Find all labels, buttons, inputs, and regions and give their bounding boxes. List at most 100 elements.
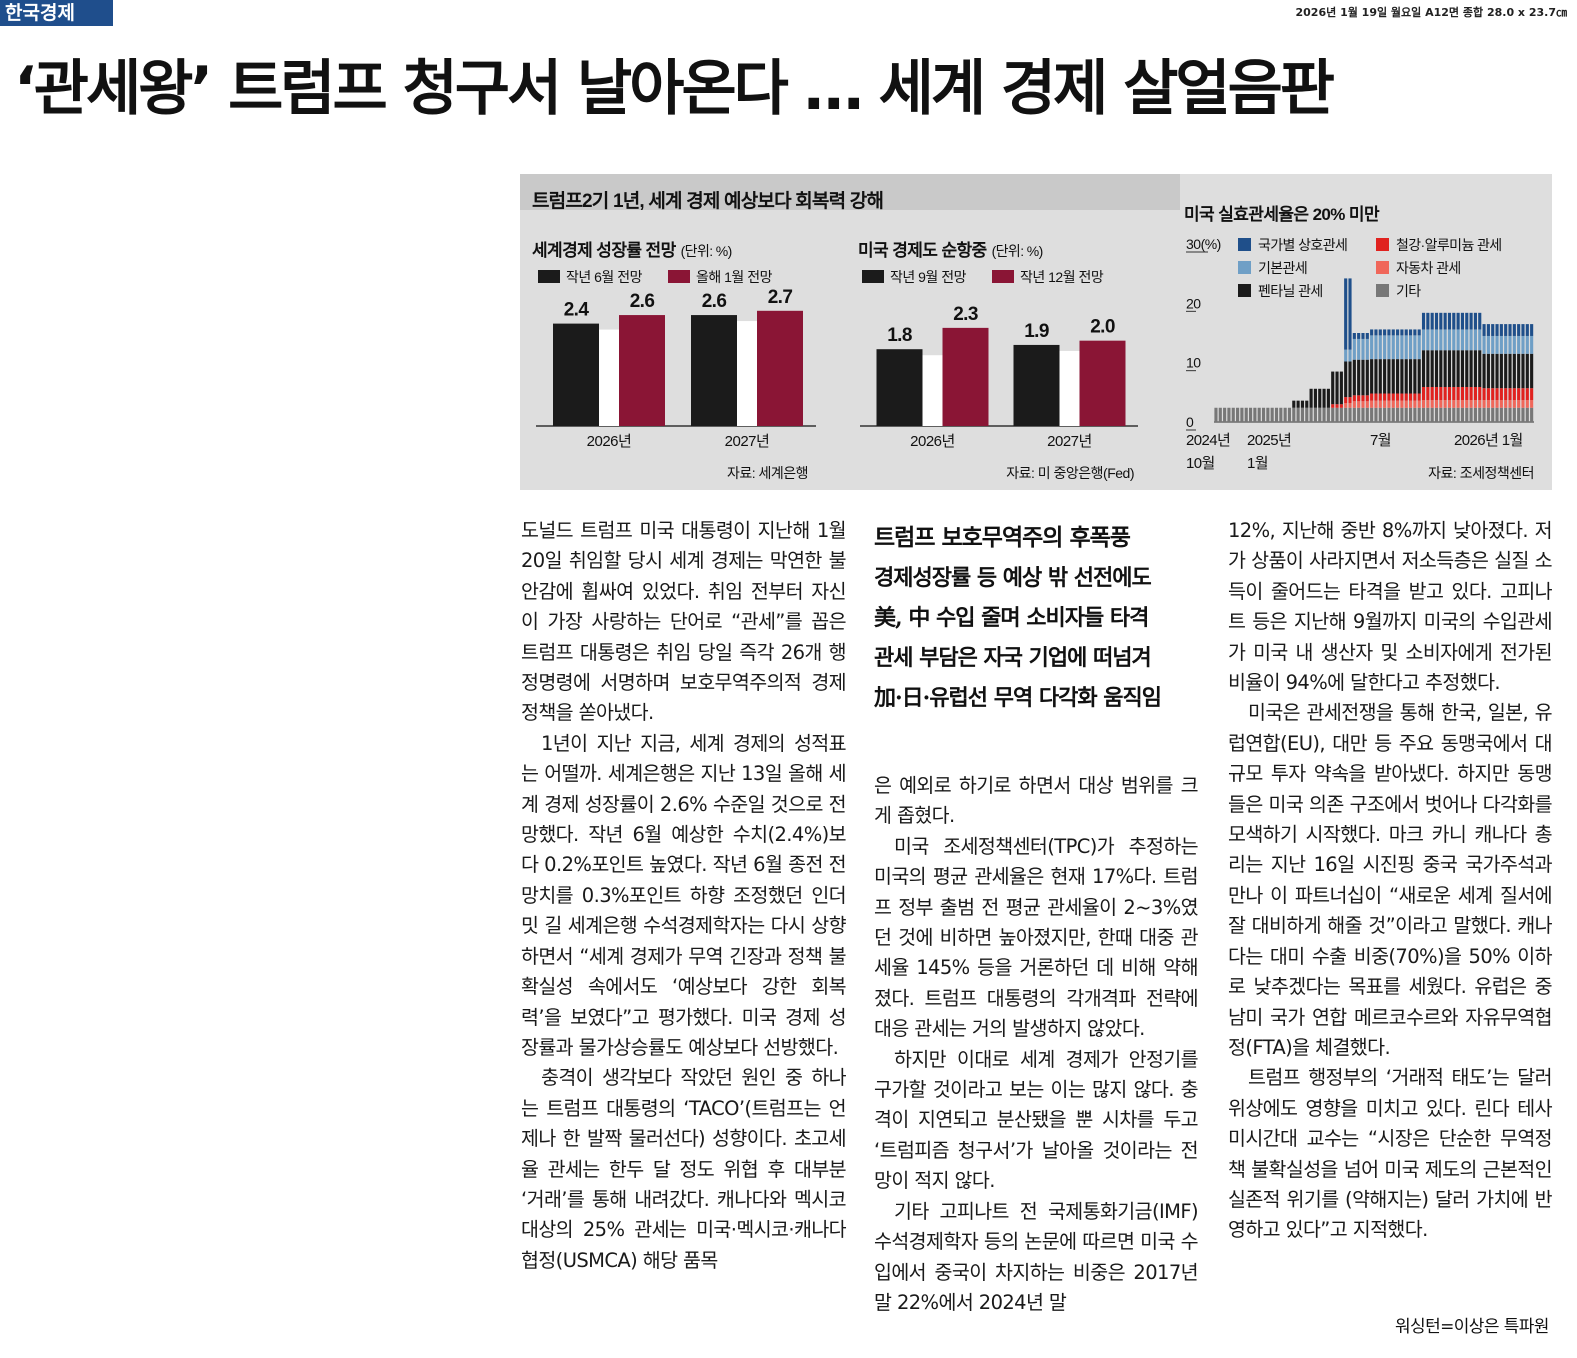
tariff-bar-segment	[1408, 329, 1413, 336]
tariff-bar-segment	[1396, 400, 1400, 408]
tariff-bar-segment	[1344, 403, 1348, 408]
tariff-bar-segment	[1486, 407, 1490, 422]
tariff-bar-segment	[1434, 350, 1439, 387]
tariff-bar-segment	[1374, 407, 1378, 422]
tariff-bar-segment	[1421, 312, 1426, 330]
world-bar	[757, 310, 803, 426]
tariff-bar-segment	[1318, 388, 1322, 408]
tariff-bar-segment	[1417, 329, 1421, 336]
tariff-bar-segment	[1313, 407, 1317, 422]
us-bar-gap	[922, 355, 943, 426]
tariff-bar-segment	[1391, 400, 1395, 408]
tariff-bar-segment	[1404, 359, 1408, 394]
tariff-bar-segment	[1357, 359, 1361, 396]
tariff-bar-segment	[1491, 324, 1495, 336]
tariff-bar-segment	[1279, 407, 1283, 422]
tariff-bar-segment	[1361, 407, 1365, 422]
byline: 워싱턴=이상은 특파원	[1395, 1317, 1549, 1337]
tariff-legend-label: 자동차 관세	[1396, 260, 1461, 276]
tariff-bar-segment	[1443, 329, 1447, 351]
tariff-bar-segment	[1331, 404, 1335, 408]
tariff-bar-segment	[1344, 361, 1348, 398]
tariff-bar-segment	[1396, 329, 1400, 336]
tariff-bar-segment	[1530, 353, 1534, 389]
us-data-label: 2.0	[1090, 317, 1115, 338]
tariff-bar-segment	[1365, 359, 1369, 396]
tariff-bar-segment	[1383, 335, 1387, 360]
tariff-legend-swatch	[1376, 284, 1389, 297]
tariff-bar-segment	[1387, 335, 1391, 360]
tariff-bar-segment	[1486, 353, 1490, 389]
tariff-bar-segment	[1508, 400, 1512, 408]
tariff-bar-segment	[1413, 400, 1417, 408]
tariff-bar-segment	[1361, 395, 1365, 402]
us-legend-label-1: 작년 9월 전망	[890, 269, 967, 285]
us-legend-swatch-2	[992, 270, 1014, 283]
tariff-bar-segment	[1469, 329, 1473, 351]
tariff-bar-segment	[1499, 400, 1503, 408]
tariff-bar-segment	[1456, 407, 1460, 422]
tariff-bar-segment	[1296, 407, 1300, 422]
tariff-bar-segment	[1443, 312, 1447, 330]
tariff-bar-segment	[1227, 407, 1231, 422]
tariff-bar-segment	[1482, 388, 1486, 401]
tariff-bar-segment	[1517, 388, 1521, 401]
tariff-bar-segment	[1292, 407, 1296, 422]
tariff-bar-segment	[1426, 350, 1430, 387]
tariff-bar-segment	[1482, 400, 1486, 408]
tariff-bar-segment	[1456, 329, 1460, 351]
tariff-bar-segment	[1370, 335, 1374, 360]
tariff-y-tick: 10	[1186, 355, 1201, 371]
tariff-bar-segment	[1383, 359, 1387, 394]
subheadings: 트럼프 보호무역주의 후폭풍 경제성장률 등 예상 밖 선전에도 美, 中 수입…	[874, 518, 1204, 718]
tariff-bar-segment	[1512, 388, 1516, 401]
world-data-label: 2.4	[564, 300, 590, 321]
tariff-bar-segment	[1378, 393, 1382, 401]
tariff-bar-segment	[1365, 333, 1369, 339]
tariff-bar-segment	[1344, 397, 1348, 404]
tariff-bar-segment	[1460, 400, 1465, 408]
tariff-bar-segment	[1469, 350, 1473, 387]
tariff-bar-segment	[1391, 329, 1395, 336]
tariff-bar-segment	[1361, 359, 1365, 396]
tariff-bar-segment	[1478, 350, 1482, 387]
tariff-bar-segment	[1344, 278, 1348, 350]
tariff-bar-segment	[1495, 335, 1499, 354]
tariff-bar-segment	[1413, 329, 1417, 336]
tariff-bar-segment	[1530, 407, 1534, 422]
tariff-bar-segment	[1387, 400, 1391, 408]
us-panel-unit: (단위: %)	[992, 243, 1043, 259]
world-legend-label-1: 작년 6월 전망	[566, 269, 643, 285]
tariff-legend-swatch	[1238, 284, 1251, 297]
tariff-bar-segment	[1456, 400, 1460, 408]
tariff-bar-segment	[1491, 335, 1495, 354]
tariff-bar-segment	[1495, 324, 1499, 336]
tariff-bar-segment	[1391, 407, 1395, 422]
subheading: 경제성장률 등 예상 밖 선전에도	[874, 565, 1152, 591]
tariff-bar-segment	[1387, 329, 1391, 336]
tariff-bar-segment	[1504, 407, 1508, 422]
tariff-legend-swatch	[1238, 238, 1251, 251]
paragraph: 12%, 지난해 중반 8%까지 낮아졌다. 저가 상품이 사라지면서 저소득층…	[1228, 519, 1553, 695]
tariff-bar-segment	[1309, 388, 1313, 408]
world-panel-unit: (단위: %)	[681, 243, 732, 259]
subheading: 美, 中 수입 줄며 소비자들 타격	[874, 605, 1149, 631]
tariff-bar-segment	[1473, 329, 1477, 351]
tariff-bar-segment	[1517, 335, 1521, 354]
tariff-bar-segment	[1248, 407, 1253, 422]
tariff-bar-segment	[1404, 329, 1408, 336]
tariff-bar-segment	[1417, 335, 1421, 360]
world-panel-title: 세계경제 성장률 전망 (단위: %)	[532, 241, 732, 260]
tariff-bar-segment	[1348, 403, 1352, 408]
tariff-bar-segment	[1421, 329, 1426, 351]
tariff-bar-segment	[1517, 400, 1521, 408]
tariff-bar-segment	[1426, 407, 1430, 422]
tariff-bar-segment	[1521, 324, 1525, 336]
tariff-bar-segment	[1387, 393, 1391, 401]
tariff-bar-segment	[1504, 324, 1508, 336]
tariff-bar-segment	[1452, 350, 1456, 387]
tariff-bar-segment	[1473, 386, 1477, 401]
tariff-bar-segment	[1521, 400, 1525, 408]
tariff-bar-segment	[1495, 407, 1499, 422]
